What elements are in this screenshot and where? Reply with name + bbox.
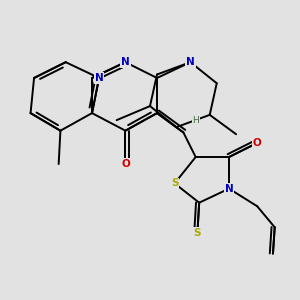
Text: S: S bbox=[171, 178, 178, 188]
Text: S: S bbox=[194, 228, 201, 238]
Text: N: N bbox=[121, 57, 130, 67]
Text: O: O bbox=[121, 159, 130, 169]
Text: H: H bbox=[192, 116, 199, 124]
Text: O: O bbox=[253, 138, 262, 148]
Text: N: N bbox=[186, 57, 195, 67]
Text: N: N bbox=[225, 184, 233, 194]
Text: N: N bbox=[95, 73, 103, 83]
